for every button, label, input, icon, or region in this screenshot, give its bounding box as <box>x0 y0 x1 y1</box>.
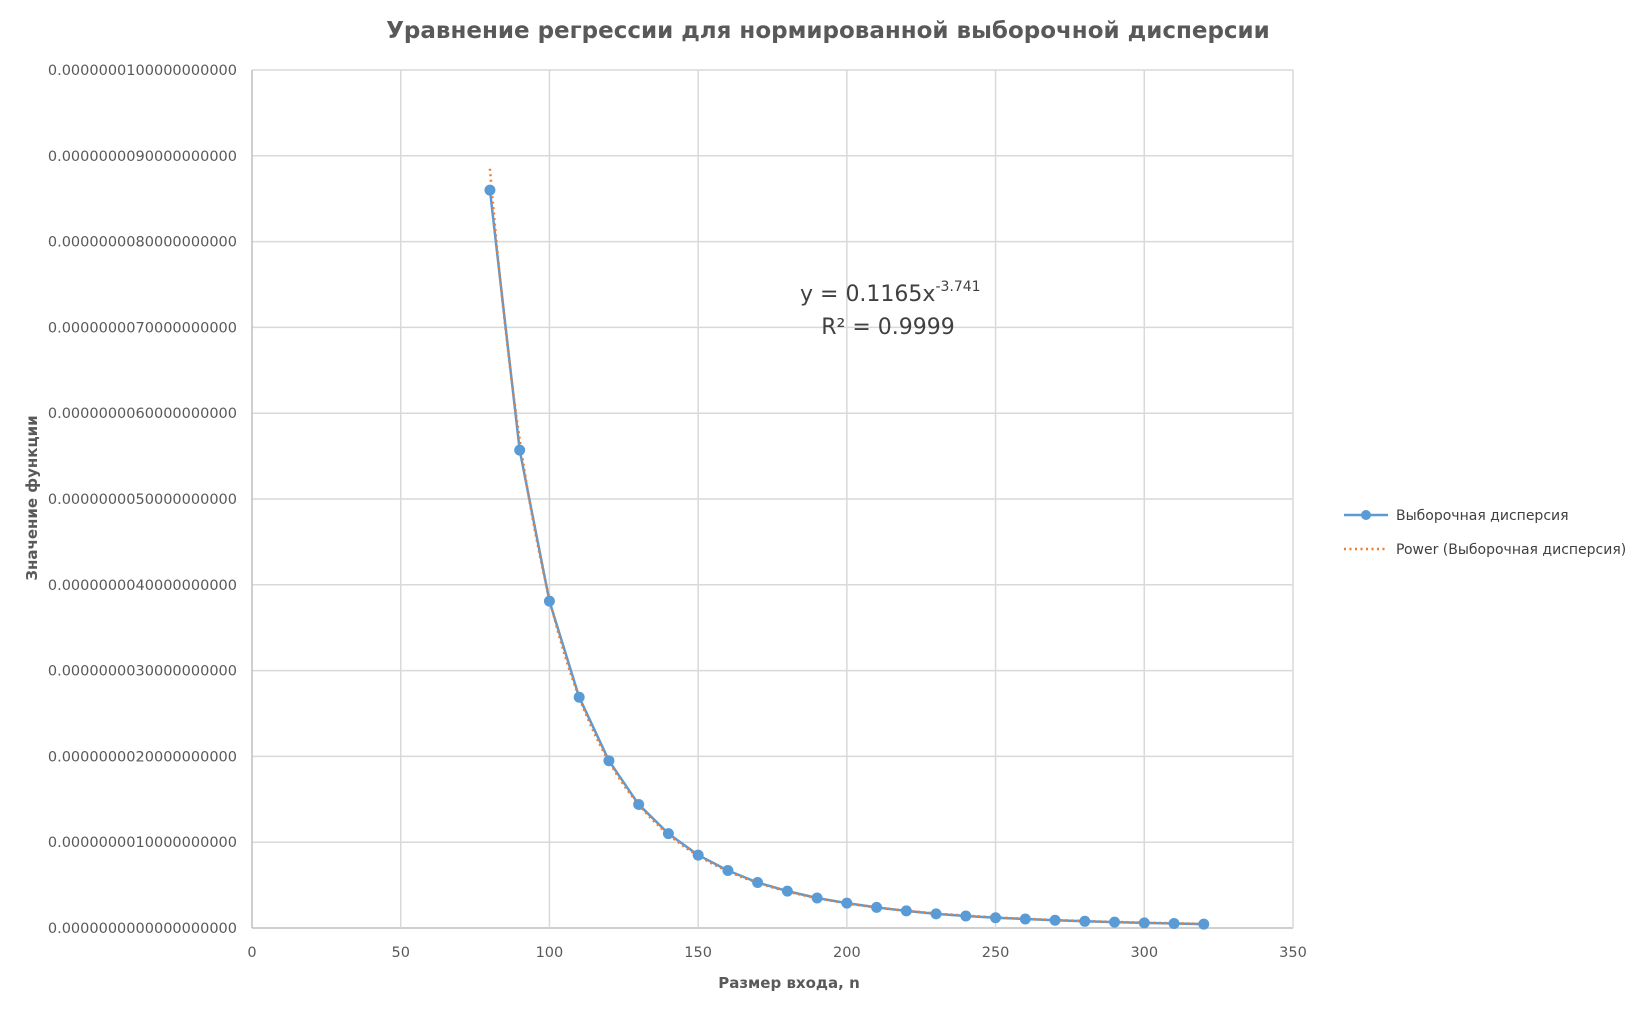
data-point <box>811 892 823 904</box>
equation-exponent: -3.741 <box>935 279 980 295</box>
svg-text:y = 0.1165x-3.741: y = 0.1165x-3.741 <box>800 279 981 307</box>
x-tick-label: 0 <box>247 945 256 961</box>
x-tick-label: 300 <box>1130 945 1158 961</box>
data-point <box>1198 918 1210 930</box>
y-tick-label: 0.0000000020000000000 <box>48 749 237 765</box>
data-point <box>841 897 853 909</box>
data-point <box>1019 913 1031 925</box>
grid <box>251 69 1294 929</box>
data-point <box>573 691 585 703</box>
y-tick-label: 0.0000000010000000000 <box>48 835 237 851</box>
y-tick-label: 0.0000000060000000000 <box>48 406 237 422</box>
y-tick-label: 0.0000000070000000000 <box>48 320 237 336</box>
data-point <box>781 885 793 897</box>
x-tick-label: 350 <box>1279 945 1307 961</box>
x-axis-title: Размер входа, n <box>718 974 860 992</box>
data-point <box>752 877 764 889</box>
y-tick-label: 0.0000000090000000000 <box>48 149 237 165</box>
x-tick-label: 50 <box>391 945 409 961</box>
data-point <box>1079 915 1091 927</box>
data-point <box>960 910 972 922</box>
data-point <box>662 828 674 840</box>
data-point <box>1138 917 1150 929</box>
data-point <box>633 798 645 810</box>
legend-label-power-trendline: Power (Выборочная дисперсия) <box>1396 542 1626 558</box>
data-point <box>1049 914 1061 926</box>
data-point <box>1109 916 1121 928</box>
y-axis-tick-labels: 0.0000000000000000000 0.00000000100000000… <box>48 63 237 937</box>
data-point <box>930 908 942 920</box>
data-point <box>722 865 734 877</box>
y-tick-label: 0.0000000000000000000 <box>48 921 237 937</box>
x-axis-tick-labels: 0 50 100 150 200 250 300 350 <box>247 945 1306 961</box>
chart-title: Уравнение регрессии для нормированной вы… <box>386 18 1270 44</box>
x-tick-label: 150 <box>684 945 712 961</box>
data-point <box>514 444 526 456</box>
trendline-equation: y = 0.1165x-3.741 R² = 0.9999 <box>800 279 981 340</box>
legend: Выборочная дисперсия Power (Выборочная д… <box>1344 508 1626 558</box>
data-point <box>543 595 555 607</box>
y-tick-label: 0.0000000050000000000 <box>48 492 237 508</box>
data-point <box>603 755 615 767</box>
x-tick-label: 100 <box>536 945 564 961</box>
data-point <box>484 184 496 196</box>
y-tick-label: 0.0000000100000000000 <box>48 63 237 79</box>
legend-entry-power-trendline: Power (Выборочная дисперсия) <box>1344 542 1626 558</box>
y-tick-label: 0.0000000080000000000 <box>48 235 237 251</box>
data-point <box>871 901 883 913</box>
data-point <box>692 849 704 861</box>
data-point <box>900 905 912 917</box>
data-point <box>1168 918 1180 930</box>
x-tick-label: 200 <box>833 945 861 961</box>
legend-marker-sample-variance <box>1361 510 1371 520</box>
y-tick-label: 0.0000000030000000000 <box>48 664 237 680</box>
data-point <box>990 912 1002 924</box>
legend-label-sample-variance: Выборочная дисперсия <box>1396 508 1569 524</box>
x-tick-label: 250 <box>982 945 1010 961</box>
y-tick-label: 0.0000000040000000000 <box>48 578 237 594</box>
r-squared-text: R² = 0.9999 <box>821 315 955 340</box>
plot-area <box>484 168 1210 930</box>
legend-entry-sample-variance: Выборочная дисперсия <box>1344 508 1569 524</box>
equation-text: y = 0.1165x <box>800 282 935 307</box>
y-axis-title: Значение функции <box>23 415 41 580</box>
